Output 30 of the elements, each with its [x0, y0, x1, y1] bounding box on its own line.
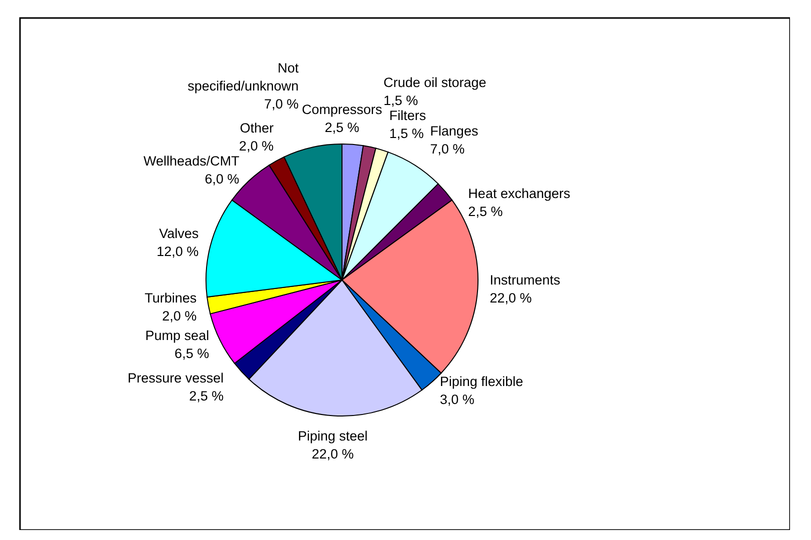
slice-label: Not specified/unknown [188, 60, 299, 94]
slice-label: Heat exchangers [468, 186, 570, 201]
slice-label: Piping steel [298, 428, 368, 444]
slice-label: Pressure vessel [128, 370, 224, 386]
data-label: 6,5 % [174, 346, 210, 362]
data-label: 7,0 % [430, 142, 465, 157]
slice-label: Compressors [302, 102, 382, 117]
data-label: 22,0 % [312, 446, 354, 462]
slice-label: Wellheads/CMT [144, 154, 240, 169]
slice-label: Crude oil storage [383, 74, 486, 90]
slice-label: Pump seal [145, 328, 210, 344]
data-label: 7,0 % [264, 96, 299, 112]
data-label: 1,5 % [389, 126, 424, 141]
slice-label: Turbines [144, 290, 197, 306]
slice-label: Piping flexible [440, 374, 524, 390]
slice-label: Filters [389, 108, 426, 123]
data-label: 2,0 % [239, 138, 274, 154]
slice-label: Instruments [490, 272, 560, 288]
data-label: 22,0 % [490, 290, 532, 306]
data-label: 6,0 % [204, 172, 240, 187]
data-label: 2,0 % [162, 308, 197, 324]
data-label: 12,0 % [156, 244, 199, 260]
data-label: 2,5 % [189, 388, 224, 404]
data-label: 3,0 % [440, 392, 474, 408]
slice-label: Other [240, 120, 274, 136]
data-label: 1,5 % [383, 92, 418, 108]
slice-label: Valves [159, 226, 199, 242]
data-label: 2,5 % [468, 204, 503, 219]
data-label: 2,5 % [324, 120, 360, 135]
slice-label: Flanges [430, 124, 478, 139]
